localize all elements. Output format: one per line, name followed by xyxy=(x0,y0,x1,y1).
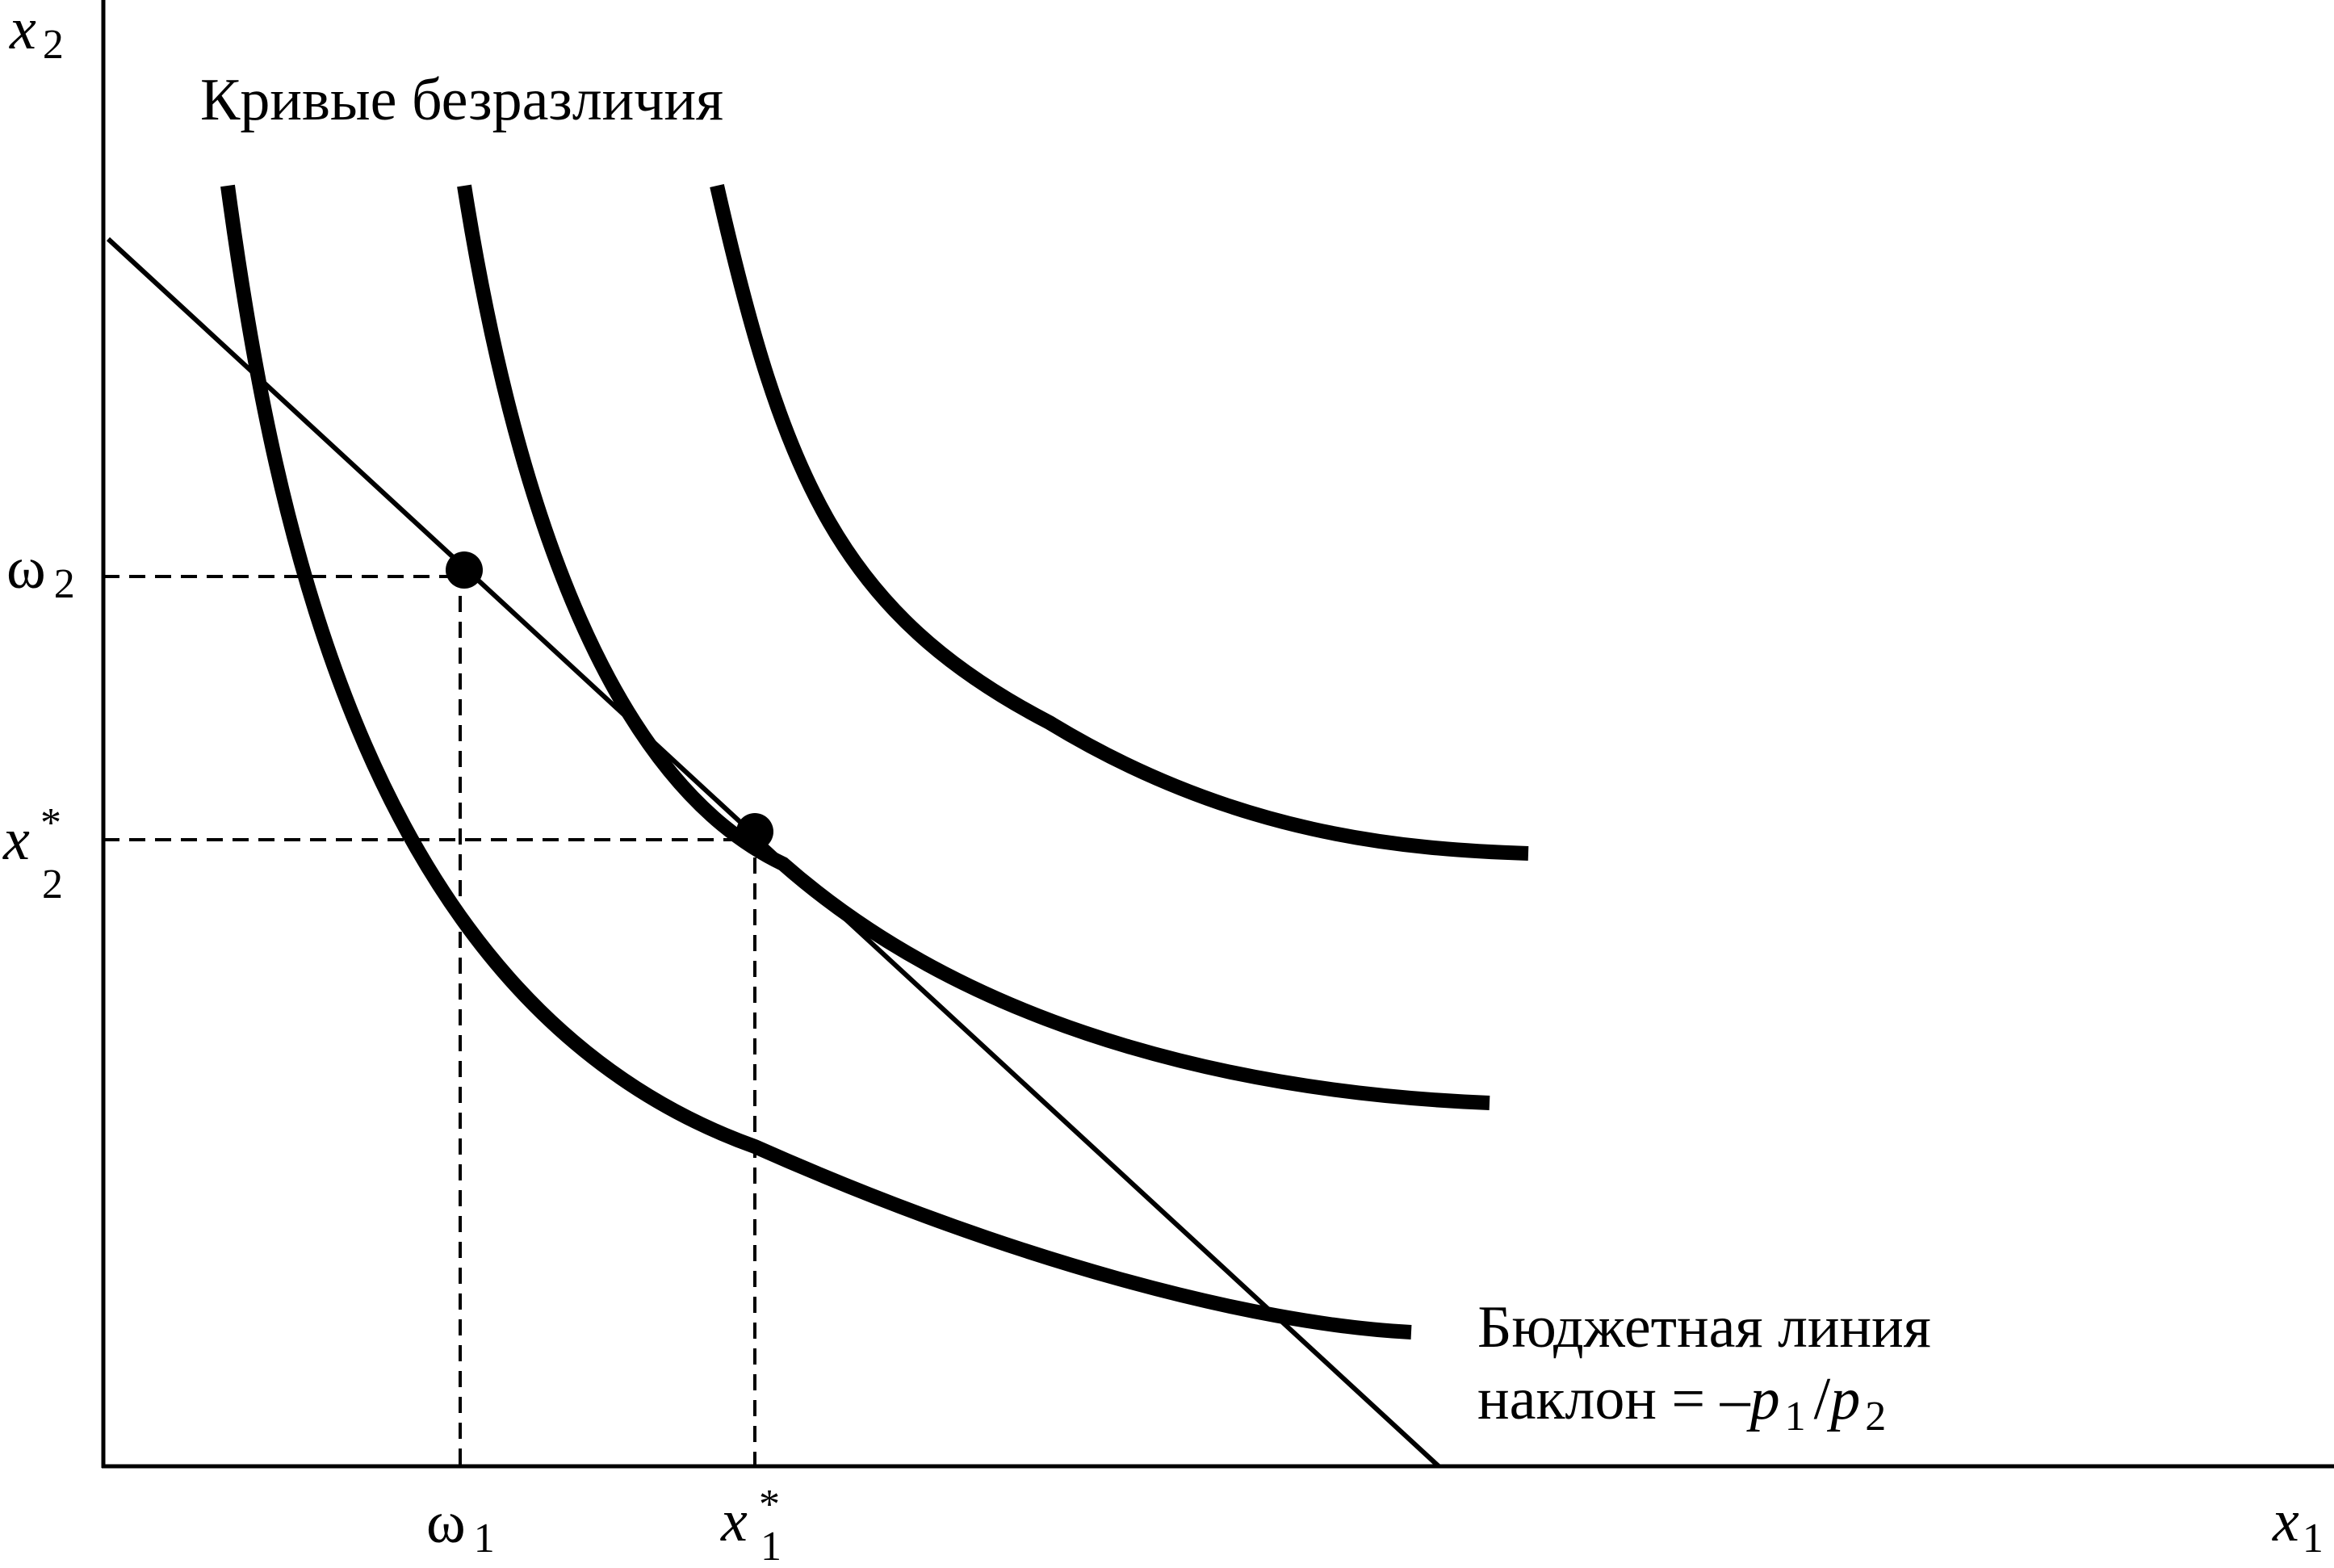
indifference-curve-high xyxy=(710,184,1529,861)
tick-x2-star-sup: * xyxy=(40,800,61,846)
tick-x1-star-sup: * xyxy=(759,1482,780,1528)
optimal-point xyxy=(736,813,773,850)
tick-x2-star: x xyxy=(2,807,30,873)
x-axis-label: x1 xyxy=(2272,1488,2324,1562)
endowment-point xyxy=(446,551,483,589)
tick-x1-star: x xyxy=(720,1488,748,1554)
budget-slope-label: наклон = –p 1/p 2 xyxy=(1477,1366,1886,1440)
tick-x1-star-sub: 1 xyxy=(761,1524,781,1564)
guide-lines xyxy=(103,570,756,1466)
indifference-curve-low xyxy=(220,184,1412,1340)
tick-x2-star-sub: 2 xyxy=(42,862,63,908)
indifference-curve-mid xyxy=(457,184,1490,1110)
budget-line-label: Бюджетная линия xyxy=(1477,1294,1931,1360)
indifference-curves-label: Кривые безразличия xyxy=(200,67,723,133)
indifference-curves xyxy=(220,184,1529,1340)
